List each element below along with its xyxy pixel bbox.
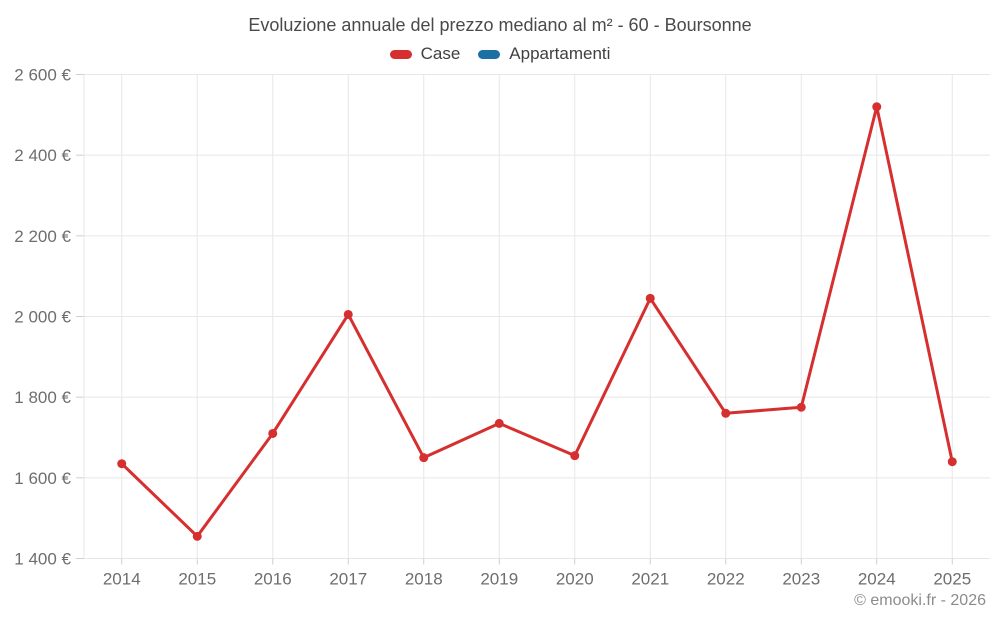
x-axis-label: 2022 [707,570,745,589]
data-point-case-2023[interactable] [796,402,806,412]
data-point-case-2015[interactable] [192,531,202,541]
legend-item-appartamenti[interactable]: Appartamenti [478,44,610,64]
data-point-case-2017[interactable] [343,309,353,319]
x-axis-label: 2017 [329,570,367,589]
data-point-case-2025[interactable] [947,457,957,467]
x-axis-label: 2018 [405,570,443,589]
x-axis-label: 2025 [933,570,971,589]
legend: Case Appartamenti [0,44,1000,64]
y-axis-label: 2 000 € [14,308,71,327]
x-axis-label: 2014 [103,570,141,589]
legend-item-case[interactable]: Case [389,44,461,64]
legend-label-case: Case [420,44,461,63]
x-axis-label: 2021 [631,570,669,589]
x-axis-label: 2016 [254,570,292,589]
data-point-case-2024[interactable] [872,102,882,112]
data-point-case-2014[interactable] [117,459,127,469]
x-axis-label: 2020 [556,570,594,589]
x-axis-label: 2024 [858,570,896,589]
y-axis-label: 2 200 € [14,227,71,246]
x-axis-label: 2023 [782,570,820,589]
y-axis-label: 1 400 € [14,550,71,569]
x-axis-label: 2019 [480,570,518,589]
data-point-case-2020[interactable] [570,451,580,461]
data-point-case-2018[interactable] [419,453,429,463]
copyright-credit[interactable]: © emooki.fr - 2026 [854,592,986,609]
data-point-case-2019[interactable] [494,418,504,428]
legend-label-appartamenti: Appartamenti [509,44,611,63]
data-point-case-2022[interactable] [721,408,731,418]
x-axis-label: 2015 [178,570,216,589]
y-axis-label: 1 600 € [14,469,71,488]
series-line-case [120,105,954,538]
y-axis-label: 2 400 € [14,146,71,165]
y-axis-label: 1 800 € [14,388,71,407]
data-point-case-2016[interactable] [268,428,278,438]
y-axis-label: 2 600 € [14,66,71,85]
data-point-case-2021[interactable] [645,293,655,303]
appartamenti-series-swatch-icon [478,49,501,59]
chart-title: Evoluzione annuale del prezzo mediano al… [248,15,752,35]
case-series-swatch-icon [389,49,412,59]
